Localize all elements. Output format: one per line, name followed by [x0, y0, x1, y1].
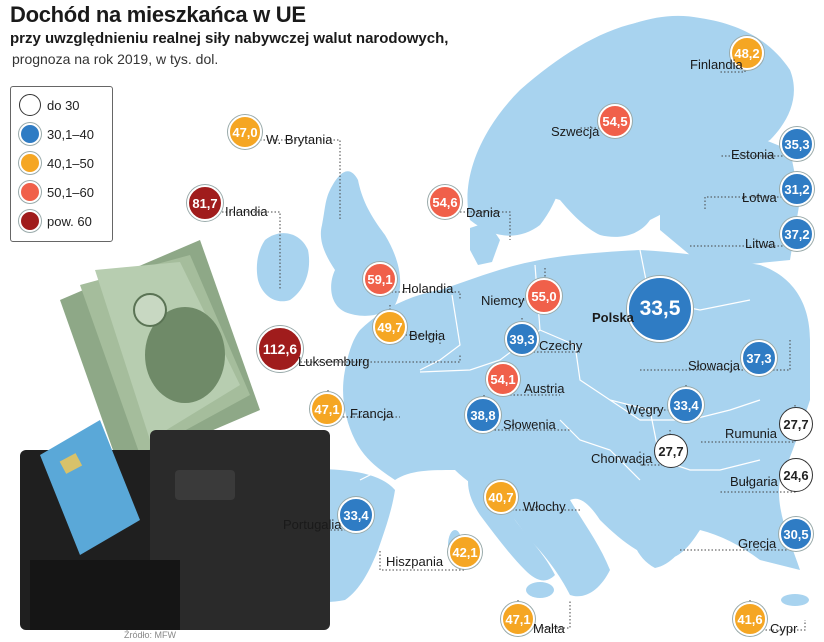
country-label-grecja: Grecja [738, 536, 777, 551]
legend-label: 30,1–40 [47, 126, 94, 142]
country-label-belgia: Belgia [409, 328, 446, 343]
greece-land [632, 500, 690, 568]
value-bubble-wlochy: 40,7 [484, 480, 518, 514]
value-bubble-chorwacja: 27,7 [654, 434, 688, 468]
country-label-portugalia: Portugalia [283, 517, 342, 532]
value-bubble-cypr: 41,6 [733, 602, 767, 636]
legend-item: pow. 60 [19, 209, 92, 233]
legend-label: 50,1–60 [47, 184, 94, 200]
map-title: Dochód na mieszkańca w UE [10, 2, 306, 27]
legend-label: pow. 60 [47, 213, 92, 229]
legend-label: 40,1–50 [47, 155, 94, 171]
map-subtitle: przy uwzględnieniu realnej siły nabywcze… [10, 30, 449, 47]
norway-land [467, 22, 640, 236]
country-label-rumunia: Rumunia [725, 426, 778, 441]
country-label-niemcy: Niemcy [481, 293, 525, 308]
legend: do 30 30,1–40 40,1–50 50,1–60 pow. 60 [10, 86, 113, 242]
value-bubble-grecja: 30,5 [779, 517, 813, 551]
country-label-austria: Austria [524, 381, 565, 396]
value-bubble-czechy: 39,3 [505, 322, 539, 356]
legend-item: 30,1–40 [19, 122, 94, 146]
country-label-finlandia: Finlandia [690, 57, 743, 72]
value-bubble-slowacja: 37,3 [741, 340, 777, 376]
continent-land [343, 250, 810, 597]
value-bubble-irlandia: 81,7 [187, 185, 223, 221]
map-subtitle-note: prognoza na rok 2019, w tys. dol. [12, 51, 219, 67]
country-label-wegry: Węgry [626, 402, 664, 417]
denmark-land [470, 222, 500, 265]
country-label-luksemburg: Luksemburg [298, 354, 370, 369]
country-label-bulgaria: Bułgaria [730, 474, 778, 489]
country-label-szwecja: Szwecja [551, 124, 600, 139]
legend-item: 50,1–60 [19, 180, 94, 204]
value-bubble-belgia: 49,7 [373, 310, 407, 344]
value-bubble-wegry: 33,4 [668, 387, 704, 423]
country-label-polska: Polska [592, 310, 634, 325]
country-label-dania: Dania [466, 205, 500, 220]
country-label-wlochy: Włochy [523, 499, 566, 514]
country-label-malta: Malta [533, 621, 565, 636]
value-bubble-francja: 47,1 [310, 392, 344, 426]
legend-swatch-orange [19, 152, 41, 174]
country-label-cypr: Cypr [770, 621, 798, 636]
country-label-francja: Francja [350, 406, 394, 421]
baltics-land [660, 130, 800, 265]
value-bubble-lotwa: 31,2 [780, 172, 814, 206]
country-label-wbrytania: W. Brytania [266, 132, 333, 147]
value-bubble-slowenia: 38,8 [465, 397, 501, 433]
country-label-czechy: Czechy [539, 338, 583, 353]
country-label-litwa: Litwa [745, 236, 776, 251]
country-label-irlandia: Irlandia [225, 204, 268, 219]
legend-swatch-darkred [19, 210, 41, 232]
ireland-land [256, 233, 310, 302]
value-bubble-dania: 54,6 [428, 185, 462, 219]
legend-swatch-blue [19, 123, 41, 145]
legend-item: do 30 [19, 93, 80, 117]
country-label-slowacja: Słowacja [688, 358, 741, 373]
value-bubble-portugalia: 33,4 [338, 497, 374, 533]
value-bubble-rumunia: 27,7 [779, 407, 813, 441]
value-bubble-wbrytania: 47,0 [228, 115, 262, 149]
value-bubble-malta: 47,1 [501, 602, 535, 636]
value-bubble-bulgaria: 24,6 [779, 458, 813, 492]
source-note: Źródło: MFW [124, 630, 177, 640]
cyprus-land [781, 594, 809, 606]
legend-item: 40,1–50 [19, 151, 94, 175]
value-bubble-holandia: 59,1 [363, 262, 397, 296]
sicily-land [526, 582, 554, 598]
legend-swatch-white [19, 94, 41, 116]
legend-label: do 30 [47, 97, 80, 113]
value-bubble-niemcy: 55,0 [526, 278, 562, 314]
country-label-chorwacja: Chorwacja [591, 451, 653, 466]
value-bubble-szwecja: 54,5 [598, 104, 632, 138]
country-label-lotwa: Łotwa [742, 190, 777, 205]
value-bubble-estonia: 35,3 [780, 127, 814, 161]
value-bubble-austria: 54,1 [486, 362, 520, 396]
value-bubble-litwa: 37,2 [780, 217, 814, 251]
value-bubble-finlandia: 48,2 [730, 36, 764, 70]
value-bubble-luksemburg: 112,6 [257, 326, 303, 372]
country-label-slowenia: Słowenia [503, 417, 556, 432]
legend-swatch-red [19, 181, 41, 203]
country-label-hiszpania: Hiszpania [386, 554, 444, 569]
country-label-estonia: Estonia [731, 147, 775, 162]
value-bubble-hiszpania: 42,1 [448, 535, 482, 569]
country-label-holandia: Holandia [402, 281, 454, 296]
value-bubble-polska: 33,5 [627, 276, 693, 342]
wallet-illustration [20, 240, 330, 630]
